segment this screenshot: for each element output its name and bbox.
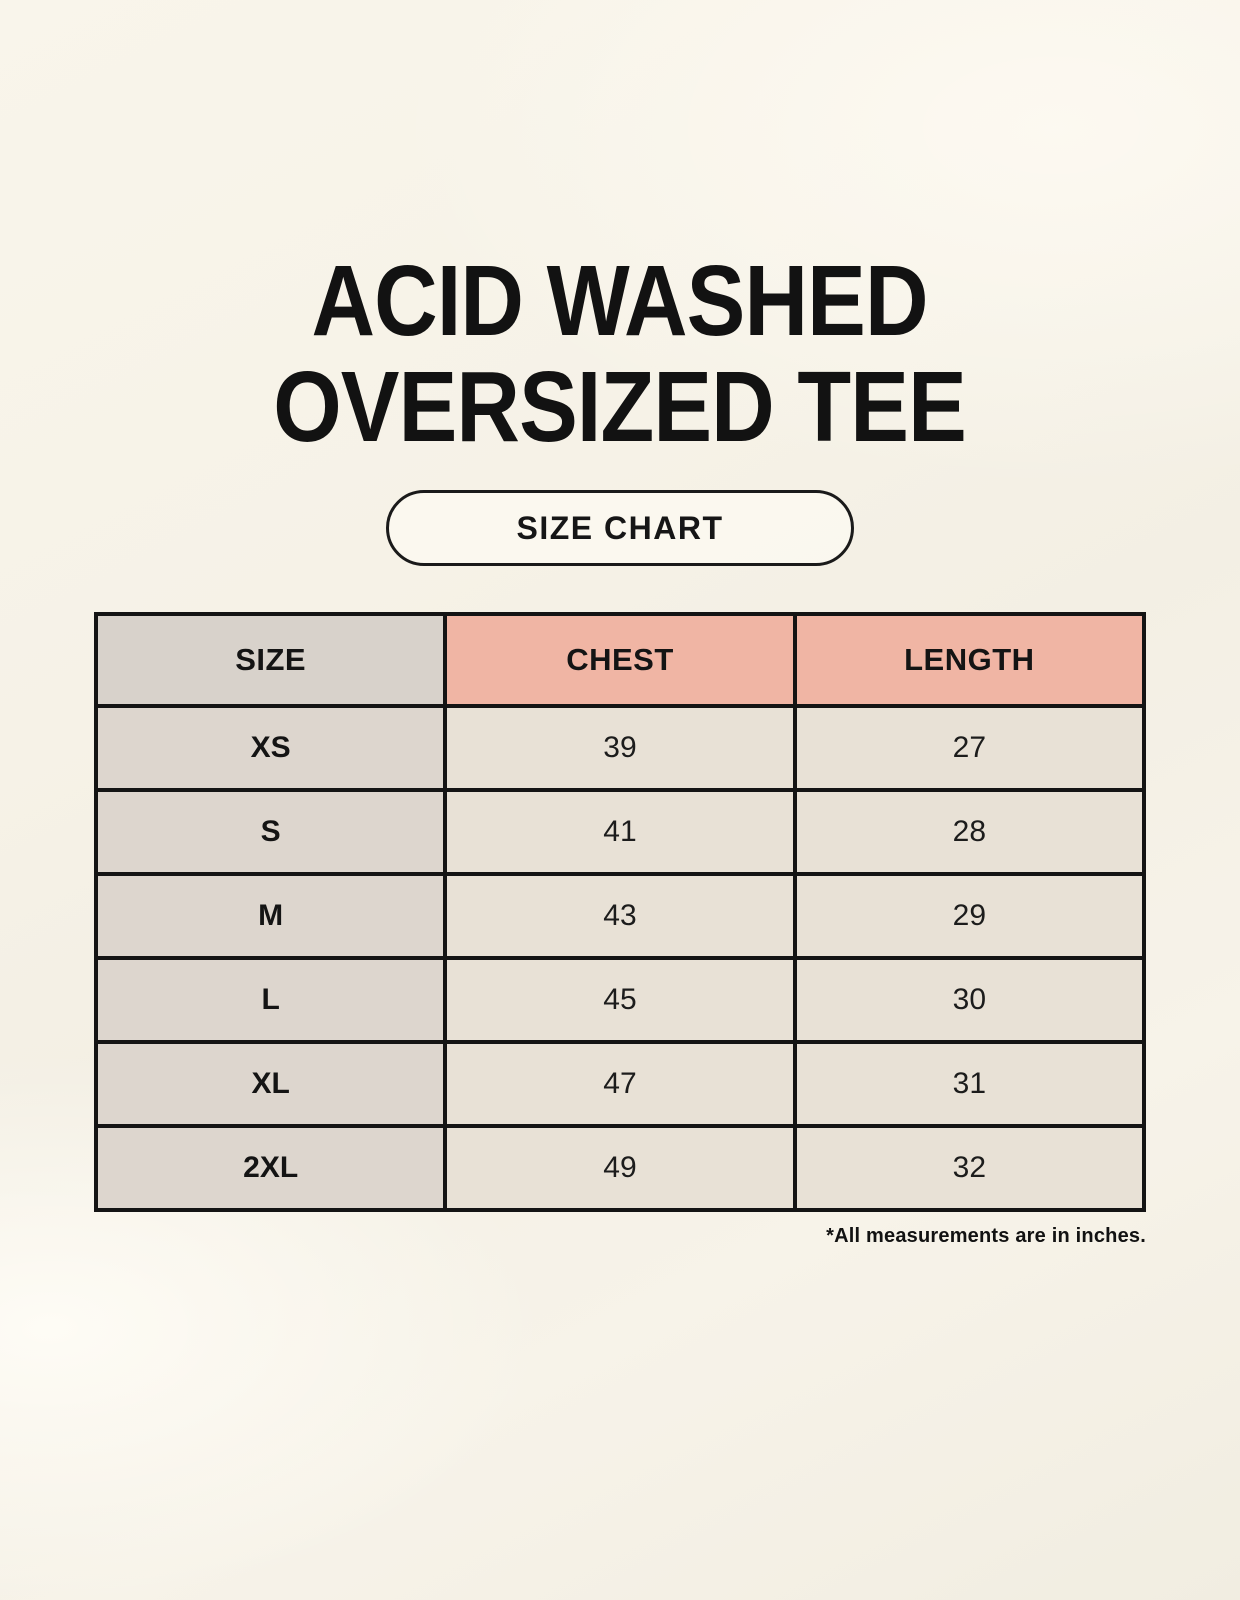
title-line-1: ACID WASHED xyxy=(311,245,929,357)
column-header-size: SIZE xyxy=(93,612,448,708)
length-value-cell: 28 xyxy=(792,788,1147,876)
table-row: S 41 28 xyxy=(93,788,1147,876)
page-title: ACID WASHED OVERSIZED TEE xyxy=(273,245,968,463)
chest-value-cell: 47 xyxy=(443,1040,797,1128)
table-row: L 45 30 xyxy=(93,956,1147,1044)
table-row: XS 39 27 xyxy=(93,704,1147,792)
table-header: SIZE CHEST LENGTH xyxy=(93,612,1147,708)
size-label-cell: M xyxy=(93,872,448,960)
length-value-cell: 30 xyxy=(792,956,1147,1044)
measurements-note: *All measurements are in inches. xyxy=(826,1225,1146,1247)
table-header-row: SIZE CHEST LENGTH xyxy=(93,612,1147,708)
size-chart-table: SIZE CHEST LENGTH XS 39 27 S 41 28 M 43 29 L 45 30 X… xyxy=(93,612,1147,1212)
chest-value-cell: 43 xyxy=(443,872,797,960)
length-value-cell: 32 xyxy=(792,1124,1147,1212)
chest-value-cell: 45 xyxy=(443,956,797,1044)
size-label-cell: L xyxy=(93,956,448,1044)
table-body: XS 39 27 S 41 28 M 43 29 L 45 30 XL 47 31 2XL 49 32 xyxy=(93,704,1147,1212)
size-chart-badge: SIZE CHART xyxy=(386,490,854,566)
chest-value-cell: 41 xyxy=(443,788,797,876)
table-row: 2XL 49 32 xyxy=(93,1124,1147,1212)
length-value-cell: 31 xyxy=(792,1040,1147,1128)
size-label-cell: 2XL xyxy=(93,1124,448,1212)
length-value-cell: 27 xyxy=(792,704,1147,792)
length-value-cell: 29 xyxy=(792,872,1147,960)
size-label-cell: S xyxy=(93,788,448,876)
chest-value-cell: 39 xyxy=(443,704,797,792)
table-row: XL 47 31 xyxy=(93,1040,1147,1128)
column-header-length: LENGTH xyxy=(792,612,1147,708)
title-line-2: OVERSIZED TEE xyxy=(273,351,968,463)
size-label-cell: XS xyxy=(93,704,448,792)
column-header-chest: CHEST xyxy=(443,612,797,708)
size-chart-badge-label: SIZE CHART xyxy=(516,509,724,546)
size-label-cell: XL xyxy=(93,1040,448,1128)
chest-value-cell: 49 xyxy=(443,1124,797,1212)
table-row: M 43 29 xyxy=(93,872,1147,960)
